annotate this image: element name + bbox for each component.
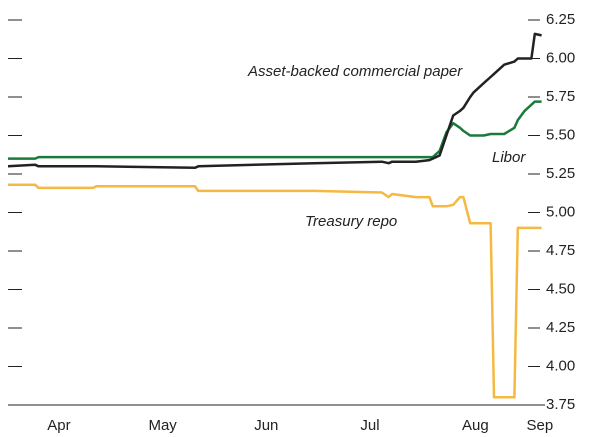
x-tick-label: Jun [254, 417, 278, 434]
y-tick-label: 3.75 [546, 396, 575, 413]
y-tick-label: 4.25 [546, 319, 575, 336]
y-tick-label: 4.75 [546, 242, 575, 259]
y-tick-label: 4.50 [546, 280, 575, 297]
y-tick-label: 6.00 [546, 49, 575, 66]
series-label: Asset-backed commercial paper [247, 63, 463, 80]
y-tick-label: 4.00 [546, 357, 575, 374]
y-tick-label: 5.25 [546, 165, 575, 182]
x-tick-label: Apr [47, 417, 70, 434]
series-line [8, 183, 542, 399]
x-tick-label: May [148, 417, 177, 434]
y-tick-label: 5.00 [546, 203, 575, 220]
x-tick-label: Aug [462, 417, 489, 434]
y-tick-label: 6.25 [546, 11, 575, 28]
y-tick-label: 5.50 [546, 126, 575, 143]
series-label: Treasury repo [305, 213, 397, 230]
x-tick-label: Sep [527, 417, 554, 434]
x-tick-label: Jul [360, 417, 379, 434]
series-line [7, 32, 542, 170]
y-tick-label: 5.75 [546, 88, 575, 105]
series-label: Libor [492, 149, 526, 166]
